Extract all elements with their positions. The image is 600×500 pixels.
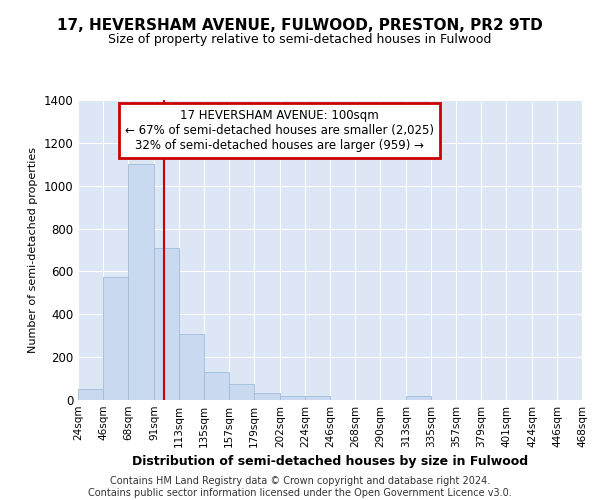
Bar	[254, 392, 280, 400]
Text: 17 HEVERSHAM AVENUE: 100sqm
← 67% of semi-detached houses are smaller (2,025)
32: 17 HEVERSHAM AVENUE: 100sqm ← 67% of sem…	[125, 109, 434, 152]
X-axis label: Distribution of semi-detached houses by size in Fulwood: Distribution of semi-detached houses by …	[132, 456, 528, 468]
Text: Contains HM Land Registry data © Crown copyright and database right 2024.
Contai: Contains HM Land Registry data © Crown c…	[88, 476, 512, 498]
Bar	[154, 248, 179, 400]
Bar	[128, 164, 154, 400]
Bar	[204, 372, 229, 400]
Bar	[78, 390, 103, 400]
Bar	[103, 277, 128, 400]
Bar	[305, 396, 330, 400]
Bar	[280, 396, 305, 400]
Text: Size of property relative to semi-detached houses in Fulwood: Size of property relative to semi-detach…	[109, 32, 491, 46]
Bar	[179, 334, 204, 400]
Bar	[406, 396, 431, 400]
Y-axis label: Number of semi-detached properties: Number of semi-detached properties	[28, 147, 38, 353]
Text: 17, HEVERSHAM AVENUE, FULWOOD, PRESTON, PR2 9TD: 17, HEVERSHAM AVENUE, FULWOOD, PRESTON, …	[57, 18, 543, 32]
Bar	[229, 384, 254, 400]
